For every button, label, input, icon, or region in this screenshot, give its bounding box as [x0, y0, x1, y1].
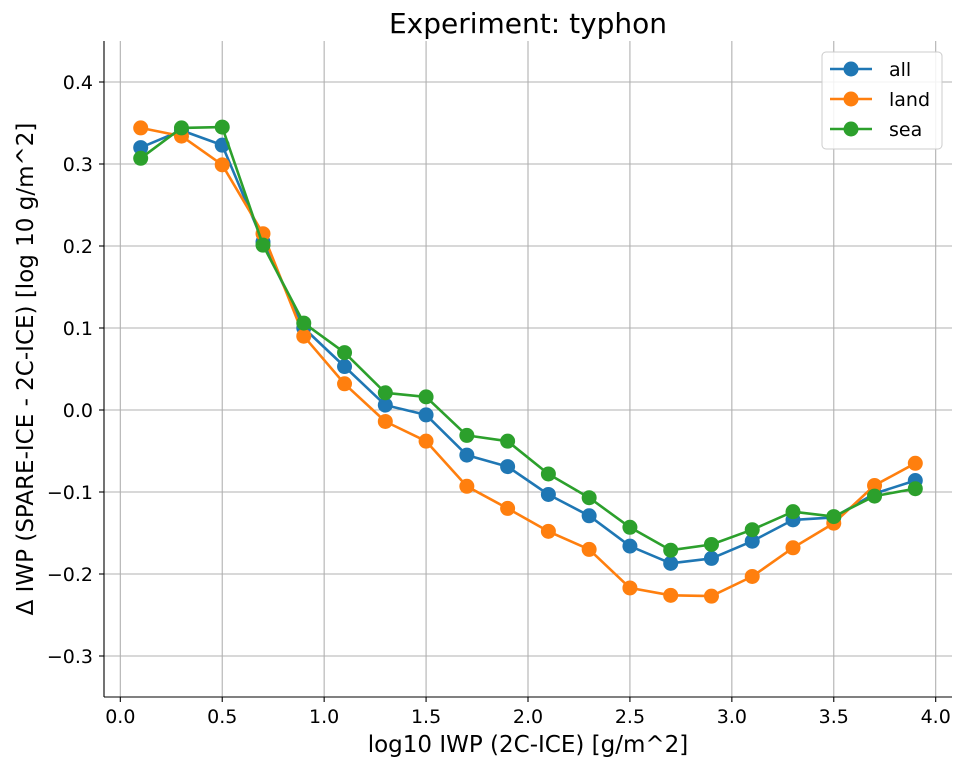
x-axis-ticks: 0.0 0.5 1.0 1.5 2.0 2.5 3.0 3.5 4.0	[105, 697, 951, 728]
series-layer	[133, 119, 923, 604]
legend-label-all: all	[889, 59, 911, 81]
data-point-land	[459, 478, 475, 494]
data-point-land	[744, 568, 760, 584]
data-point-sea	[663, 542, 679, 558]
chart-title: Experiment: typhon	[389, 7, 667, 40]
data-point-all	[337, 359, 353, 375]
x-tick-label: 0.5	[207, 706, 237, 728]
data-point-land	[581, 541, 597, 557]
data-point-sea	[418, 389, 434, 405]
data-point-all	[622, 538, 638, 554]
data-point-land	[867, 477, 883, 493]
data-point-all	[418, 407, 434, 423]
data-point-sea	[500, 433, 516, 449]
data-point-sea	[581, 490, 597, 506]
data-point-all	[133, 140, 149, 156]
data-point-sea	[622, 519, 638, 535]
x-tick-label: 3.5	[819, 706, 849, 728]
data-point-land	[540, 523, 556, 539]
data-point-land	[418, 433, 434, 449]
x-tick-label: 2.5	[615, 706, 645, 728]
data-point-land	[785, 540, 801, 556]
data-point-all	[500, 459, 516, 475]
data-point-sea	[337, 345, 353, 361]
legend: all land sea	[821, 51, 943, 150]
data-point-sea	[867, 488, 883, 504]
y-tick-label: −0.2	[47, 564, 93, 586]
data-point-all	[703, 550, 719, 566]
legend-marker-sea	[843, 121, 859, 137]
y-tick-label: 0.4	[63, 72, 93, 94]
data-point-all	[744, 533, 760, 549]
series-line-land	[140, 126, 916, 598]
series-land	[133, 120, 923, 604]
data-point-all	[459, 447, 475, 463]
data-point-sea	[459, 427, 475, 443]
data-point-sea	[173, 120, 189, 136]
x-axis-title: log10 IWP (2C-ICE) [g/m^2]	[368, 732, 689, 758]
data-point-all	[663, 555, 679, 571]
y-tick-label: 0.0	[63, 400, 93, 422]
data-point-land	[377, 413, 393, 429]
data-point-all	[377, 397, 393, 413]
data-point-all	[581, 508, 597, 524]
y-axis-title: Δ IWP (SPARE-ICE - 2C-ICE) [log 10 g/m^2…	[13, 123, 39, 616]
data-point-sea	[540, 466, 556, 482]
x-tick-label: 0.0	[105, 706, 135, 728]
data-point-sea	[703, 536, 719, 552]
y-axis-ticks: −0.3 −0.2 −0.1 0.0 0.1 0.2 0.3 0.4	[47, 72, 104, 668]
legend-label-land: land	[889, 89, 930, 111]
data-point-land	[500, 500, 516, 516]
data-point-land	[663, 587, 679, 603]
legend-marker-land	[843, 91, 859, 107]
y-tick-label: −0.1	[47, 482, 93, 504]
data-point-land	[907, 455, 923, 471]
data-point-sea	[214, 119, 230, 135]
x-tick-label: 1.0	[309, 706, 339, 728]
data-point-land	[214, 157, 230, 173]
data-point-sea	[744, 522, 760, 538]
y-tick-label: −0.3	[47, 646, 93, 668]
y-tick-label: 0.3	[63, 154, 93, 176]
x-tick-label: 3.0	[717, 706, 747, 728]
data-point-land	[337, 376, 353, 392]
data-point-sea	[907, 481, 923, 497]
grid	[104, 41, 952, 697]
data-point-land	[296, 328, 312, 344]
legend-marker-all	[843, 61, 859, 77]
series-sea	[133, 119, 923, 558]
data-point-land	[622, 580, 638, 596]
data-point-sea	[133, 150, 149, 166]
data-point-sea	[826, 509, 842, 525]
data-point-sea	[255, 237, 271, 253]
y-tick-label: 0.2	[63, 236, 93, 258]
data-point-sea	[296, 315, 312, 331]
data-point-land	[133, 120, 149, 136]
data-point-land	[703, 588, 719, 604]
data-point-sea	[377, 385, 393, 401]
x-tick-label: 4.0	[921, 706, 951, 728]
legend-label-sea: sea	[889, 119, 922, 141]
y-tick-label: 0.1	[63, 318, 93, 340]
data-point-sea	[785, 504, 801, 520]
data-point-all	[540, 486, 556, 502]
x-tick-label: 2.0	[513, 706, 543, 728]
x-tick-label: 1.5	[411, 706, 441, 728]
